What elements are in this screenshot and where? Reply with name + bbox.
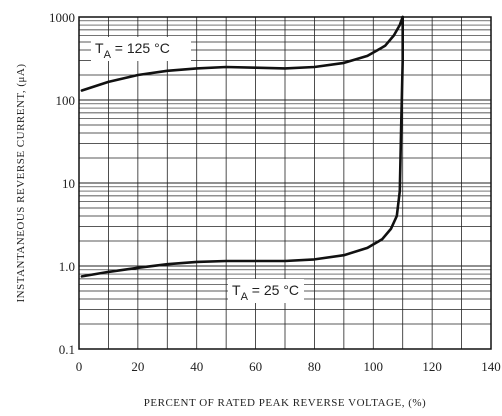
x-tick-label: 100	[364, 359, 384, 374]
curve-label-ta-25c: TA = 25 °C	[232, 282, 299, 303]
y-tick-label: 1.0	[59, 259, 75, 274]
curve-label-background	[228, 279, 304, 303]
y-tick-label: 100	[56, 93, 76, 108]
curve-label-ta-125c: TA = 125 °C	[95, 40, 170, 61]
x-axis-label: PERCENT OF RATED PEAK REVERSE VOLTAGE, (…	[144, 397, 426, 409]
x-tick-label: 80	[308, 359, 321, 374]
x-tick-label: 120	[422, 359, 442, 374]
x-tick-label: 20	[131, 359, 144, 374]
y-axis-label: INSTANTANEOUS REVERSE CURRENT, (μA)	[15, 64, 27, 303]
curve-label-background	[91, 37, 191, 61]
x-tick-label: 40	[190, 359, 203, 374]
x-tick-label: 0	[76, 359, 83, 374]
y-tick-label: 1000	[49, 10, 75, 25]
y-tick-label: 10	[62, 176, 75, 191]
series-line-ta-25c	[80, 15, 404, 278]
series-line-ta-125c	[80, 15, 404, 92]
y-tick-label: 0.1	[59, 342, 75, 357]
plot-frame	[78, 16, 492, 350]
series-group	[80, 15, 404, 278]
curve-labels: TA = 125 °C TA = 25 °C	[91, 37, 304, 303]
tick-labels: 0 20 40 60 80 100 120 140 0.1 1.0 10 100 1000	[49, 10, 501, 374]
grid-lines	[79, 17, 491, 349]
x-tick-label: 60	[249, 359, 262, 374]
x-tick-label: 140	[481, 359, 501, 374]
